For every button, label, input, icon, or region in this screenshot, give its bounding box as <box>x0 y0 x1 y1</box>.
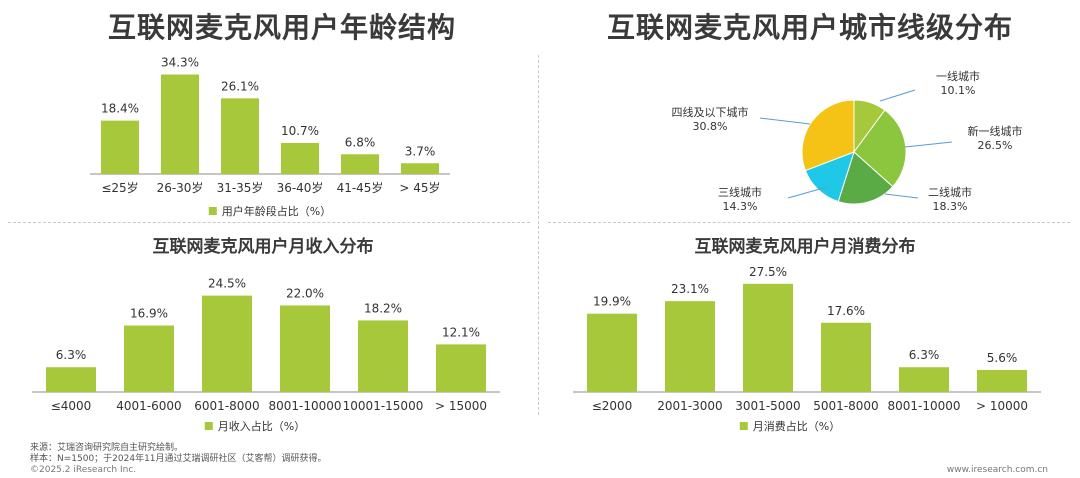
spend-bar <box>587 313 637 392</box>
pie-slice-value: 18.3% <box>933 200 968 213</box>
income-bar <box>124 325 174 392</box>
spend-data-label: 23.1% <box>671 282 709 296</box>
pie-slice <box>837 151 894 205</box>
income-legend-label: 月收入占比（%） <box>217 420 306 433</box>
spend-chart-title: 互联网麦克风用户月消费分布 <box>694 237 916 257</box>
city-chart-title: 互联网麦克风用户城市线级分布 <box>606 11 1014 44</box>
income-bar <box>358 320 408 392</box>
age-tick-label: 26-30岁 <box>157 180 204 195</box>
pie-slice-label: 新一线城市 <box>968 124 1023 138</box>
pie-slice-label: 三线城市 <box>718 185 762 199</box>
spend-bar <box>743 283 793 392</box>
horizontal-divider-right <box>548 222 1070 223</box>
income-legend-swatch <box>204 422 213 430</box>
age-data-label: 34.3% <box>161 56 199 70</box>
age-tick-label: > 45岁 <box>399 180 440 195</box>
income-data-label: 24.5% <box>208 277 246 291</box>
age-legend: 用户年龄段占比（%） <box>208 203 332 219</box>
age-tick-label: 31-35岁 <box>217 180 264 195</box>
income-tick-label: 8001-10000 <box>268 399 341 413</box>
pie-slice-value: 14.3% <box>723 200 758 213</box>
age-data-label: 6.8% <box>345 135 376 149</box>
age-tick-label: 36-40岁 <box>277 180 324 195</box>
income-tick-label: > 15000 <box>435 399 487 413</box>
spend-tick-label: 5001-8000 <box>813 399 878 413</box>
age-data-label: 18.4% <box>101 102 139 116</box>
spend-bar <box>665 301 715 392</box>
spend-data-label: 5.6% <box>987 351 1018 365</box>
pie-leader-line <box>879 89 916 102</box>
spend-legend: 月消费占比（%） <box>739 418 841 434</box>
spend-tick-label: > 10000 <box>976 399 1028 413</box>
income-data-label: 22.0% <box>286 286 324 300</box>
spend-tick-label: 3001-5000 <box>735 399 800 413</box>
spend-bar <box>899 367 949 392</box>
sample-note: 样本：N=1500；于2024年11月通过艾瑞调研社区（艾客帮）调研获得。 <box>30 454 327 464</box>
income-bar <box>46 367 96 392</box>
pie-leader-line <box>787 186 828 199</box>
age-bar <box>221 98 259 174</box>
spend-data-label: 27.5% <box>749 265 787 279</box>
income-bar-chart: 6.3% ≤4000 16.9% 4001-6000 24.5% 6001-8000 22.… <box>32 277 500 413</box>
vertical-divider <box>538 55 539 415</box>
copyright: ©2025.2 iResearch Inc. <box>30 465 137 475</box>
pie-slice-label: 二线城市 <box>928 185 972 199</box>
income-data-label: 18.2% <box>364 301 402 315</box>
website: www.iresearch.com.cn <box>946 465 1048 475</box>
income-bar <box>436 344 486 392</box>
age-bar <box>401 163 439 174</box>
pie-slice-label: 一线城市 <box>936 69 980 83</box>
income-bar <box>280 305 330 392</box>
age-legend-label: 用户年龄段占比（%） <box>221 205 332 218</box>
age-chart-title: 互联网麦克风用户年龄结构 <box>107 11 457 44</box>
age-bar <box>281 142 319 174</box>
horizontal-divider-left <box>8 222 530 223</box>
age-legend-swatch <box>208 207 217 215</box>
income-tick-label: ≤4000 <box>51 399 92 413</box>
income-data-label: 16.9% <box>130 307 168 321</box>
pie-slice-value: 26.5% <box>978 139 1013 152</box>
spend-data-label: 19.9% <box>593 295 631 309</box>
pie-slice <box>801 99 855 172</box>
age-bar <box>161 74 199 174</box>
spend-bar <box>821 322 871 392</box>
age-tick-label: ≤25岁 <box>101 180 138 195</box>
spend-data-label: 6.3% <box>909 348 940 362</box>
income-tick-label: 10001-15000 <box>343 399 424 413</box>
income-tick-label: 6001-8000 <box>194 399 259 413</box>
spend-legend-label: 月消费占比（%） <box>752 420 841 433</box>
pie-slice-value: 10.1% <box>941 84 976 97</box>
source-note: 来源：艾瑞咨询研究院自主研究绘制。 <box>30 443 184 453</box>
pie-leader-line <box>904 141 953 148</box>
age-data-label: 10.7% <box>281 124 319 138</box>
income-data-label: 12.1% <box>442 325 480 339</box>
age-data-label: 3.7% <box>405 144 436 158</box>
age-tick-label: 41-45岁 <box>337 180 384 195</box>
age-bar-chart: 18.4% ≤25岁 34.3% 26-30岁 26.1% 31-35岁 10.7% 36-4… <box>90 56 450 195</box>
income-tick-label: 4001-6000 <box>116 399 181 413</box>
spend-tick-label: 2001-3000 <box>657 399 722 413</box>
pie-leader-line <box>884 193 919 199</box>
age-data-label: 26.1% <box>221 79 259 93</box>
income-bar <box>202 295 252 392</box>
age-bar <box>101 120 139 174</box>
pie-slice-value: 30.8% <box>693 120 728 133</box>
spend-legend-swatch <box>739 422 748 430</box>
income-legend: 月收入占比（%） <box>204 418 306 434</box>
spend-bar <box>977 369 1027 392</box>
pie-leader-line <box>759 117 811 125</box>
pie-slice-label: 四线及以下城市 <box>672 105 749 119</box>
age-bar <box>341 154 379 174</box>
spend-data-label: 17.6% <box>827 304 865 318</box>
income-chart-title: 互联网麦克风用户月收入分布 <box>152 237 374 257</box>
spend-tick-label: 8001-10000 <box>887 399 960 413</box>
income-data-label: 6.3% <box>56 348 87 362</box>
spend-tick-label: ≤2000 <box>592 399 633 413</box>
spend-bar-chart: 19.9% ≤2000 23.1% 2001-3000 27.5% 3001-5000 17… <box>573 265 1041 413</box>
